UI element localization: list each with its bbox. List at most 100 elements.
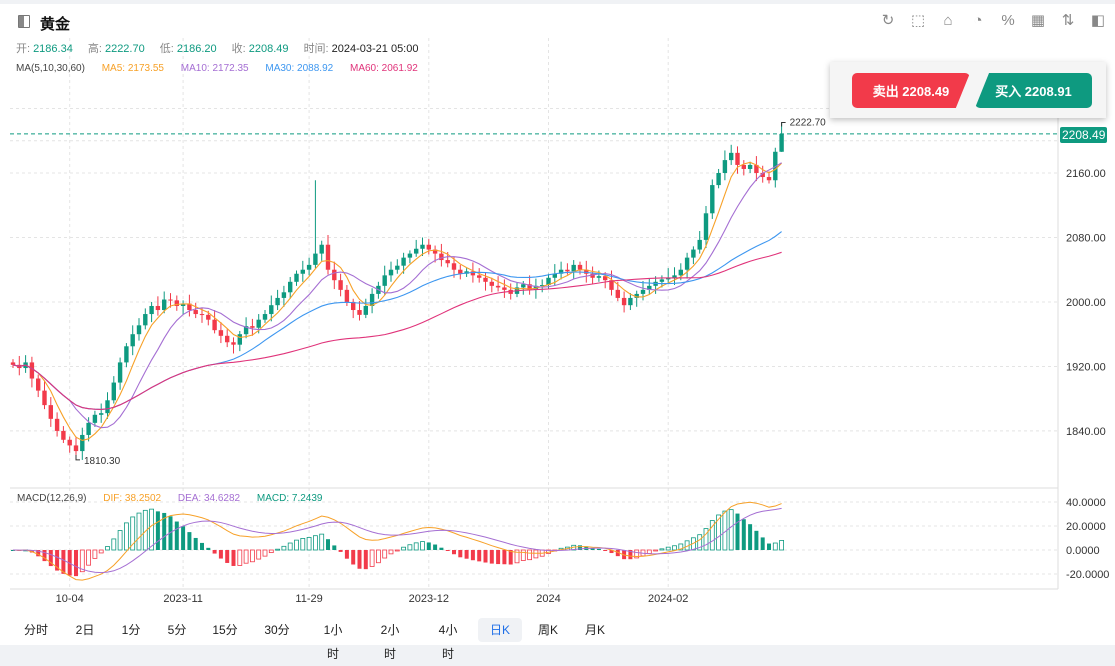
tab-1[interactable]: 2日 xyxy=(75,623,95,637)
macd-bar xyxy=(748,524,753,550)
indicator-icon[interactable]: ⌂ xyxy=(943,12,953,29)
candle-body xyxy=(193,310,198,315)
macd-bar xyxy=(703,528,709,551)
candle-body xyxy=(659,279,665,282)
candle-body xyxy=(67,439,72,446)
candle-body xyxy=(483,277,488,282)
candle-body xyxy=(495,285,501,288)
x-tick-label: 2023-12 xyxy=(409,593,449,605)
dea-line xyxy=(12,507,782,574)
tab-6[interactable]: 1小时 xyxy=(323,623,343,661)
candle-body xyxy=(678,269,683,276)
candle-body xyxy=(722,160,728,173)
candle-body xyxy=(149,305,154,315)
tab-10[interactable]: 周K xyxy=(537,623,558,637)
panel-icon[interactable]: ◧ xyxy=(1090,12,1106,29)
candle-body xyxy=(451,263,457,270)
ohlc-readout: 开: 2186.34 高: 2222.70 低: 2186.20 收: 2208.49 … xyxy=(16,40,421,56)
macd-bar xyxy=(237,549,243,566)
candle-body xyxy=(243,326,249,335)
candle-body xyxy=(439,253,444,261)
macd-bar xyxy=(187,532,192,550)
macd-bar xyxy=(168,516,173,550)
candle-body xyxy=(199,314,205,316)
candle-body xyxy=(36,378,41,391)
macd-bar xyxy=(452,550,456,555)
layout-icon[interactable]: ▦ xyxy=(1030,12,1046,29)
candle-body xyxy=(477,275,482,278)
macd-bar xyxy=(136,512,142,551)
high-value: 2222.70 xyxy=(104,43,145,55)
x-tick-label: 2024 xyxy=(536,593,560,605)
macd-bar xyxy=(659,548,665,551)
refresh-icon[interactable]: ↻ xyxy=(881,12,895,29)
tab-8[interactable]: 4小时 xyxy=(438,623,458,661)
candle-body xyxy=(73,445,79,452)
macd-bar xyxy=(735,513,740,550)
macd-bar xyxy=(439,547,444,550)
ma5-value: MA5: 2173.55 xyxy=(101,63,164,74)
draw-icon[interactable]: ⬚ xyxy=(910,12,926,29)
macd-bar xyxy=(420,541,425,551)
tab-7[interactable]: 2小时 xyxy=(380,623,400,661)
macd-bar xyxy=(496,550,501,565)
macd-bar xyxy=(741,519,746,550)
tab-9[interactable]: 日K xyxy=(478,618,522,642)
high-label: 高: xyxy=(87,43,102,55)
candle-body xyxy=(527,284,532,290)
candle-body xyxy=(174,300,179,306)
sidebar-toggle-icon[interactable] xyxy=(18,15,30,28)
tab-0[interactable]: 分时 xyxy=(23,623,48,637)
tab-2[interactable]: 1分 xyxy=(121,623,141,637)
candle-body xyxy=(319,244,324,254)
candle-body xyxy=(432,249,438,254)
macd-value: MACD: 7.2439 xyxy=(256,493,323,504)
candle-body xyxy=(470,271,476,276)
macd-bar xyxy=(728,509,734,551)
pie-chart-icon[interactable]: ◔ xyxy=(973,12,983,29)
candle-body xyxy=(747,164,753,169)
macd-bar xyxy=(426,542,431,550)
ma60-value: MA60: 2061.92 xyxy=(349,63,418,74)
chart-canvas[interactable]: 2160.00 2080.00 2000.00 1920.00 1840.00 40.00… xyxy=(0,4,1115,645)
high-marker-label: 2222.70 xyxy=(790,117,827,128)
ma5-line xyxy=(12,161,782,442)
candle-body xyxy=(766,177,772,181)
price-tick-label: 2160.00 xyxy=(1066,168,1106,180)
candle-body xyxy=(256,319,261,328)
candle-body xyxy=(741,164,746,169)
low-label: 低: xyxy=(159,43,174,55)
ma60-line xyxy=(12,251,782,410)
macd-bar xyxy=(489,550,494,564)
candle-body xyxy=(577,264,583,270)
candle-body xyxy=(313,253,318,265)
candle-body xyxy=(552,273,557,278)
macd-bar xyxy=(760,537,765,550)
tab-4[interactable]: 15分 xyxy=(212,623,238,637)
macd-bar xyxy=(332,545,337,550)
candle-body xyxy=(294,273,299,282)
candle-body xyxy=(281,292,287,298)
macd-bar xyxy=(61,550,66,574)
candle-body xyxy=(54,418,60,431)
candle-body xyxy=(521,284,526,288)
macd-bar xyxy=(155,511,160,550)
macd-bar xyxy=(609,550,614,554)
sell-button[interactable]: 卖出 2208.49 xyxy=(852,73,970,108)
buy-button[interactable]: 买入 2208.91 xyxy=(975,73,1092,108)
ma30-line xyxy=(12,231,782,410)
candle-body xyxy=(779,133,784,152)
tab-11[interactable]: 月K xyxy=(584,623,605,637)
x-tick-label: 11-29 xyxy=(295,593,322,605)
macd-bar xyxy=(407,544,413,551)
macd-bar xyxy=(326,539,330,550)
macd-bar xyxy=(590,548,595,550)
tab-3[interactable]: 5分 xyxy=(167,623,187,637)
percent-icon[interactable]: % xyxy=(1001,12,1015,29)
tab-5[interactable]: 30分 xyxy=(264,623,290,637)
candle-body xyxy=(729,152,734,161)
sort-icon[interactable]: ⇅ xyxy=(1061,12,1075,29)
candle-body xyxy=(684,257,690,270)
macd-bar xyxy=(369,549,375,567)
close-value: 2208.49 xyxy=(248,43,289,55)
